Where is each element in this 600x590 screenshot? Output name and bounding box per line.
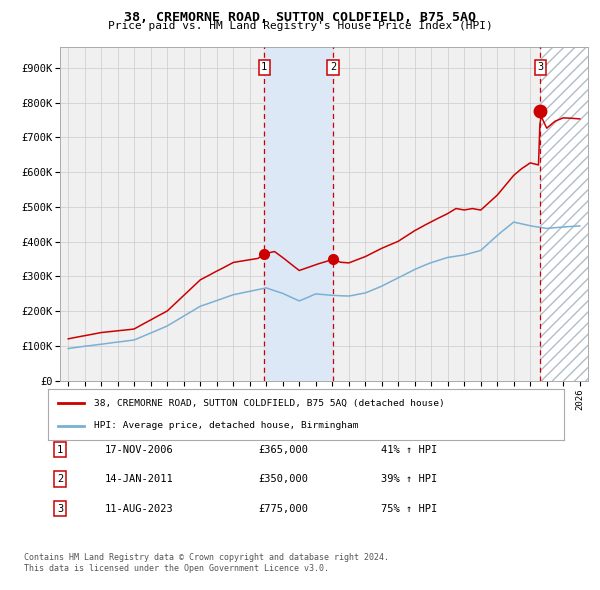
- Text: 14-JAN-2011: 14-JAN-2011: [105, 474, 174, 484]
- Text: 3: 3: [537, 62, 544, 72]
- Text: 1: 1: [57, 445, 63, 454]
- Text: 75% ↑ HPI: 75% ↑ HPI: [381, 504, 437, 513]
- Text: 38, CREMORNE ROAD, SUTTON COLDFIELD, B75 5AQ: 38, CREMORNE ROAD, SUTTON COLDFIELD, B75…: [124, 11, 476, 24]
- Text: 11-AUG-2023: 11-AUG-2023: [105, 504, 174, 513]
- Text: 3: 3: [57, 504, 63, 513]
- Text: 1: 1: [261, 62, 268, 72]
- Text: £365,000: £365,000: [258, 445, 308, 454]
- Text: HPI: Average price, detached house, Birmingham: HPI: Average price, detached house, Birm…: [94, 421, 359, 430]
- Text: This data is licensed under the Open Government Licence v3.0.: This data is licensed under the Open Gov…: [24, 565, 329, 573]
- Text: 2: 2: [57, 474, 63, 484]
- Bar: [541, 47, 588, 381]
- Text: £775,000: £775,000: [258, 504, 308, 513]
- Text: Contains HM Land Registry data © Crown copyright and database right 2024.: Contains HM Land Registry data © Crown c…: [24, 553, 389, 562]
- Text: 39% ↑ HPI: 39% ↑ HPI: [381, 474, 437, 484]
- Text: Price paid vs. HM Land Registry's House Price Index (HPI): Price paid vs. HM Land Registry's House …: [107, 21, 493, 31]
- Bar: [264, 47, 333, 381]
- Bar: [541, 47, 588, 381]
- Text: £350,000: £350,000: [258, 474, 308, 484]
- Text: 2: 2: [330, 62, 336, 72]
- Text: 41% ↑ HPI: 41% ↑ HPI: [381, 445, 437, 454]
- Text: 38, CREMORNE ROAD, SUTTON COLDFIELD, B75 5AQ (detached house): 38, CREMORNE ROAD, SUTTON COLDFIELD, B75…: [94, 399, 445, 408]
- Text: 17-NOV-2006: 17-NOV-2006: [105, 445, 174, 454]
